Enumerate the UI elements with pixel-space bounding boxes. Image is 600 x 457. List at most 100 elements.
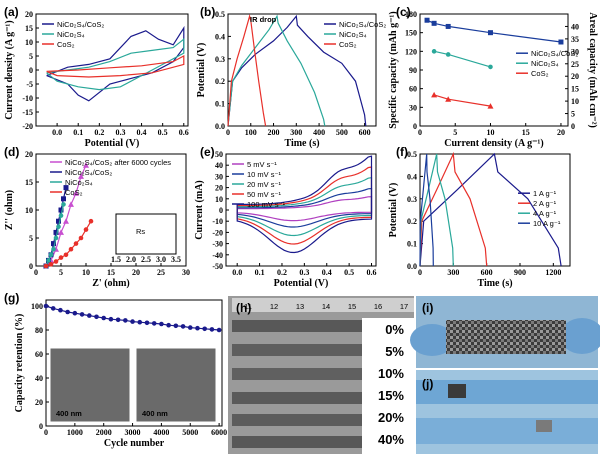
legend-label: 100 mV s⁻¹ (247, 200, 286, 209)
data-point (56, 218, 61, 224)
data-point (68, 246, 74, 252)
data-point (166, 322, 171, 328)
data-point (209, 327, 215, 332)
legend-label: 10 A g⁻¹ (533, 219, 561, 228)
series-line (227, 14, 326, 127)
x-tick-label: 5 (59, 268, 63, 277)
strain-label: 5% (385, 344, 404, 359)
x-tick-label: 0.6 (367, 268, 377, 277)
y2-axis-label: Areal capacity (mAh cm⁻²) (587, 12, 598, 128)
fabric-texture (446, 320, 566, 354)
x-tick-label: 900 (514, 268, 526, 277)
ruler-number: 11 (244, 302, 252, 311)
series-line (419, 153, 434, 267)
legend-label: CoS₂ (339, 40, 357, 49)
data-point (487, 30, 493, 36)
x-tick-label: 0 (226, 128, 230, 137)
data-point (53, 235, 59, 241)
y2-tick-label: 25 (571, 60, 579, 69)
x-tick-label: 0 (34, 268, 38, 277)
data-point (108, 316, 114, 322)
panel-label: (a) (4, 5, 19, 19)
y-tick-label: 60 (409, 85, 417, 94)
data-point (151, 321, 157, 326)
y2-tick-label: 20 (571, 72, 579, 81)
panel-j-photo (416, 370, 598, 454)
sem-image (49, 347, 131, 423)
legend-label: 10 mV s⁻¹ (247, 170, 281, 179)
x-tick-label: 100 (245, 128, 257, 137)
y-tick-label: 20 (215, 184, 223, 193)
data-point (58, 307, 63, 313)
legend-label: 4 A g⁻¹ (533, 209, 557, 218)
legend-label: NiCo₂S₄/CoS₂ (339, 20, 386, 29)
y-tick-label: -40 (212, 251, 223, 260)
data-point (558, 39, 564, 45)
y-tick-label: 40 (215, 161, 223, 170)
x-axis-label: Cycle number (104, 438, 165, 449)
y2-tick-label: 30 (571, 47, 579, 56)
y-tick-label: 20 (25, 10, 33, 19)
y-tick-label: 120 (405, 47, 417, 56)
panel-label: (c) (396, 5, 411, 19)
legend-label: 1 A g⁻¹ (533, 189, 557, 198)
legend-label: NiCo₂S₄/CoS₂ (57, 20, 104, 29)
data-point (43, 303, 49, 309)
data-point (51, 241, 56, 247)
data-point (187, 325, 193, 330)
ruler (232, 298, 414, 312)
strain-label: 15% (378, 388, 404, 403)
x-tick-label: 0.2 (94, 128, 104, 137)
legend-label: NiCo₂S₄/CoS₂ (65, 168, 112, 177)
data-point (445, 52, 451, 57)
series-line (45, 220, 92, 267)
y-tick-label: 15 (25, 178, 33, 187)
annotation-ir-drop: IR drop (250, 15, 277, 24)
y-tick-label: -20 (22, 122, 33, 131)
x-tick-label: 15 (522, 128, 530, 137)
sample-strip-40 (232, 436, 396, 448)
data-point (51, 246, 56, 252)
data-point (83, 162, 89, 168)
inset-rs-label: Rs (136, 227, 145, 236)
inset-tick-label: 2.5 (141, 255, 151, 264)
data-point (56, 224, 61, 230)
sample-strip-20 (232, 414, 380, 426)
y-tick-label: 0 (219, 206, 223, 215)
x-tick-label: 0.6 (179, 128, 189, 137)
ruler-number: 13 (296, 302, 304, 311)
x-axis-label: Potential (V) (274, 278, 329, 289)
y-tick-label: 0.5 (215, 10, 225, 19)
y-tick-label: 5 (29, 234, 33, 243)
scale-bar-label: 400 nm (56, 409, 82, 418)
y-tick-label: 0.1 (215, 100, 225, 109)
data-point (180, 324, 186, 329)
panel-f-gcd-current-densities: (f) 0 300 600 900 1200 0.0 0.1 0.2 0.3 0.4 0.5 Time … (388, 145, 571, 289)
strain-labels: 0% 5% 10% 15% 20% 40% (378, 322, 404, 447)
inset-frame (115, 213, 177, 255)
x-tick-label: 600 (359, 128, 371, 137)
panel-label: (d) (4, 145, 19, 159)
y-tick-label: 10 (215, 195, 223, 204)
x-tick-label: 5000 (182, 428, 198, 437)
y-tick-label: -10 (22, 94, 33, 103)
data-point (72, 310, 78, 316)
device-flat (536, 420, 552, 432)
y-tick-label: 0.3 (215, 55, 225, 64)
ruler-number: 16 (374, 302, 382, 311)
sample-strip-5 (232, 344, 370, 356)
data-point (130, 319, 135, 324)
legend-label: 2 A g⁻¹ (533, 199, 557, 208)
x-tick-label: 3000 (125, 428, 141, 437)
y-tick-label: -5 (26, 80, 33, 89)
x-tick-label: 0.4 (137, 128, 147, 137)
x-tick-label: 0.2 (277, 268, 287, 277)
y-tick-label: 10 (25, 206, 33, 215)
x-tick-label: 0.0 (232, 268, 242, 277)
x-tick-label: 0.0 (52, 128, 62, 137)
x-tick-label: 0.4 (322, 268, 332, 277)
data-point (202, 326, 207, 332)
y-tick-label: 90 (409, 66, 417, 75)
legend-label: NiCo₂S₄ (57, 30, 85, 39)
inset-tick-label: 3.5 (171, 255, 181, 264)
